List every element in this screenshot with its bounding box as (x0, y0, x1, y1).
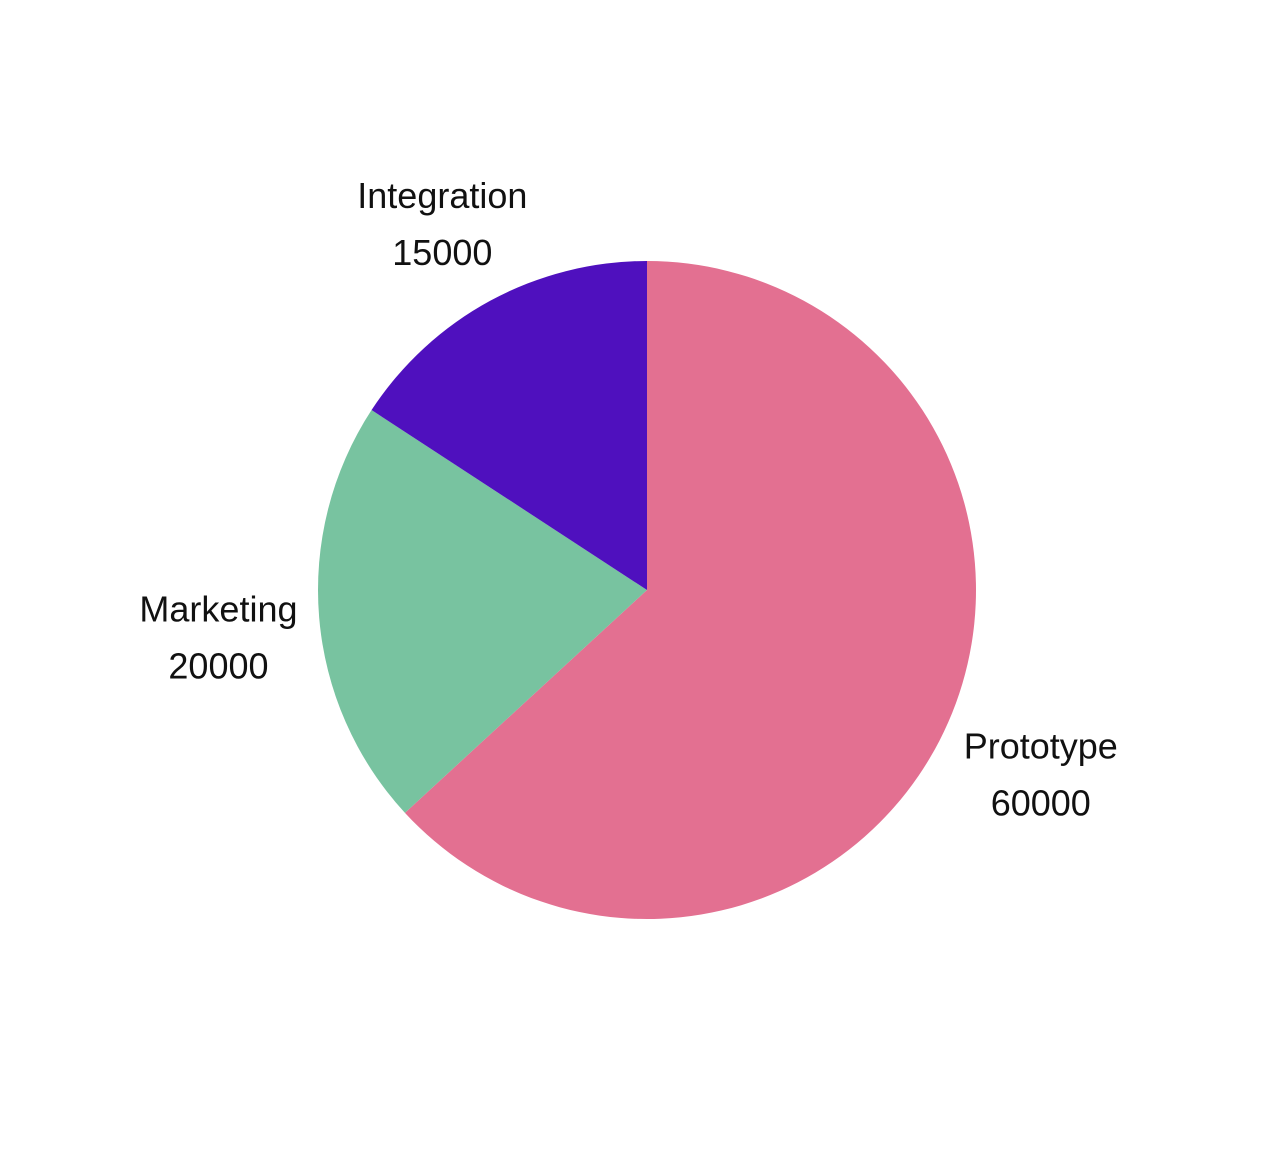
pie-slice-prototype (404, 261, 976, 919)
pie-labels: Prototype 60000 Marketing 20000 Integration 1… (139, 175, 1117, 824)
slice-label-prototype: Prototype (964, 726, 1118, 767)
slice-label-marketing: Marketing (139, 589, 297, 630)
slice-value-marketing: 20000 (168, 646, 268, 687)
slice-value-integration: 15000 (392, 232, 492, 273)
pie-slices (318, 261, 976, 919)
pie-slice-marketing (318, 410, 647, 813)
slice-value-prototype: 60000 (991, 783, 1091, 824)
pie-slice-integration (371, 261, 647, 590)
slice-label-integration: Integration (357, 175, 527, 216)
